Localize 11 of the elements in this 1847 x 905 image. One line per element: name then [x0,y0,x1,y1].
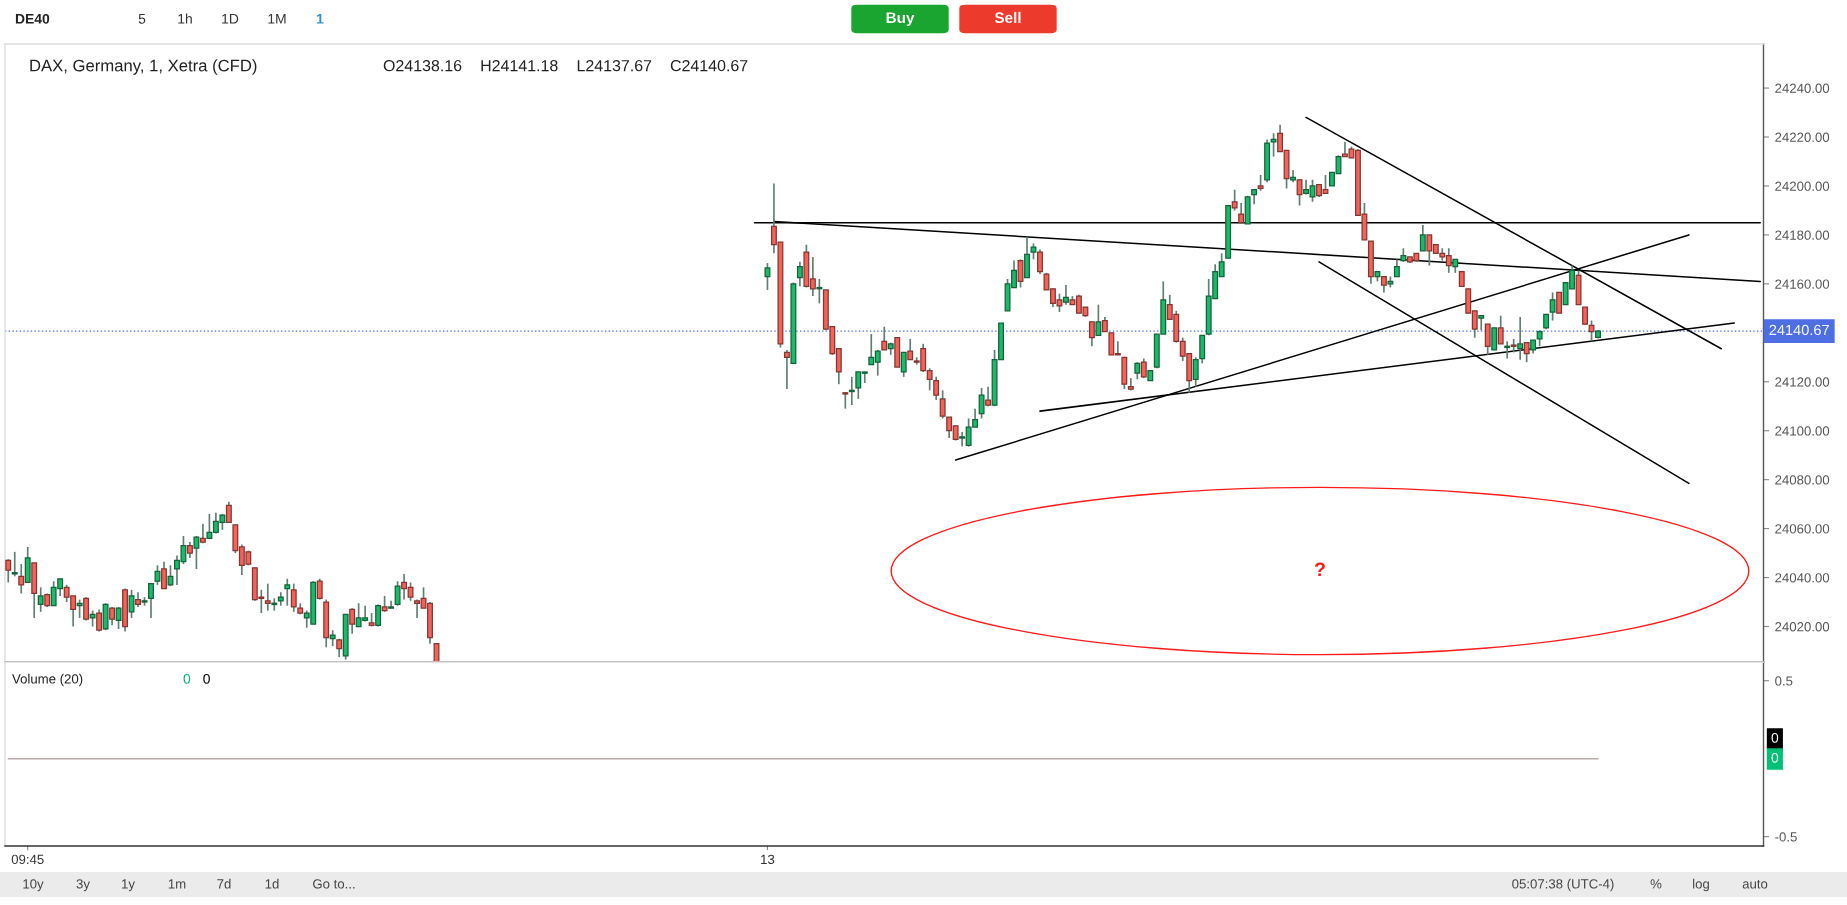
text: 3y [76,879,90,892]
text: 10y [23,879,44,892]
text: auto [1742,879,1768,889]
text: 05:07:38 (UTC-4) [1512,878,1614,892]
text: 1d [265,878,279,889]
text: Go to... [313,879,355,889]
text: 1y [122,879,135,892]
text: log [1693,878,1709,892]
text: 7d [217,878,231,889]
text: % [1650,879,1662,889]
text: 1m [168,879,186,889]
